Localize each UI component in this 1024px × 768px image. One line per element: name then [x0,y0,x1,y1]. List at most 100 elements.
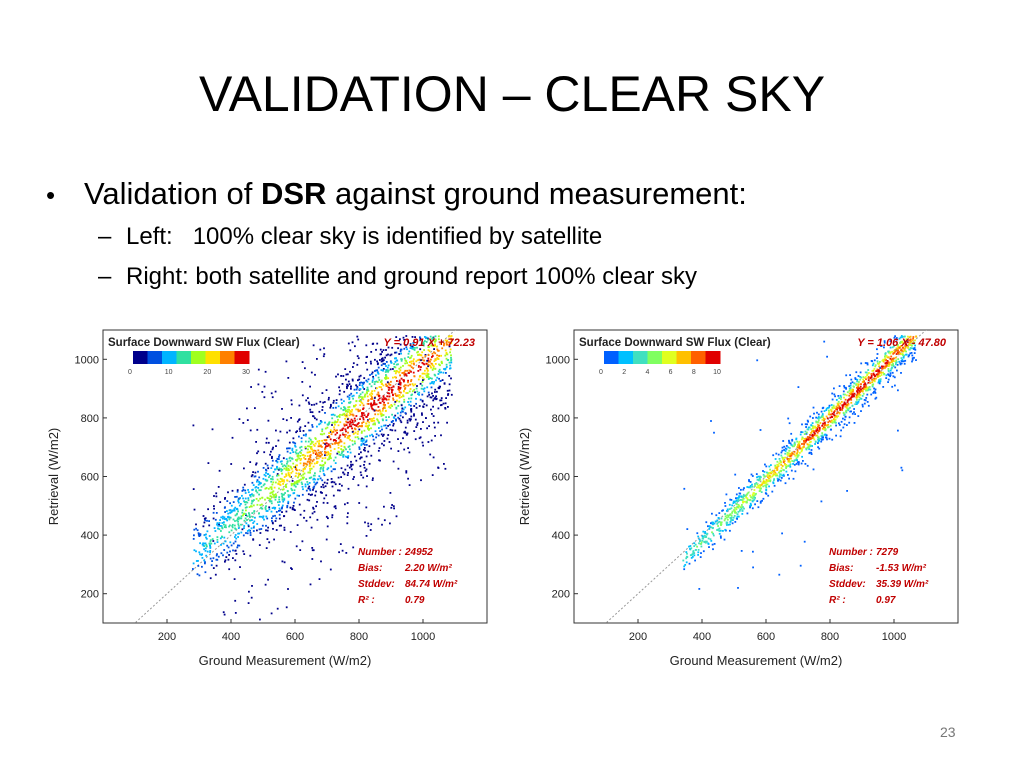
scatter-point [275,460,278,462]
scatter-point [443,342,445,345]
scatter-point [821,414,824,417]
scatter-point [387,386,390,389]
scatter-point [380,433,383,436]
scatter-point [749,502,752,505]
scatter-point [394,361,397,363]
scatter-point [390,386,393,389]
scatter-point [362,476,365,479]
scatter-point [365,485,368,488]
scatter-point [437,335,440,338]
scatter-point [410,410,413,413]
scatter-point [436,357,438,360]
scatter-point [397,450,400,452]
scatter-point [273,486,276,489]
scatter-point [380,379,383,382]
scatter-point [228,531,231,534]
scatter-point [289,494,292,497]
scatter-point [311,549,314,552]
scatter-point [377,517,380,520]
scatter-point [738,505,741,507]
scatter-point [378,409,381,412]
scatter-point [827,423,830,426]
scatter-point [380,415,383,417]
scatter-point [285,475,288,477]
scatter-point [718,512,721,514]
scatter-point [316,501,318,503]
scatter-point [288,474,291,476]
scatter-point [369,393,371,396]
scatter-point [243,519,246,522]
scatter-point [363,381,365,384]
scatter-point [807,438,810,441]
scatter-point [217,527,219,530]
scatter-point [309,450,311,453]
scatter-point [306,481,309,483]
scatter-point [322,442,325,444]
scatter-point [380,369,383,371]
scatter-point [762,479,765,482]
scatter-point [327,398,330,401]
scatter-point [366,415,368,418]
scatter-point [216,536,219,538]
scatter-point [420,359,422,362]
scatter-point [432,456,435,459]
scatter-point [333,448,336,450]
scatter-point [273,538,275,541]
scatter-point [428,393,431,396]
scatter-point [262,516,264,519]
y-tick-label: 1000 [546,354,570,366]
scatter-point [439,380,442,382]
scatter-point [757,506,760,509]
scatter-point [338,436,341,439]
scatter-point [364,449,366,452]
scatter-point [853,408,855,410]
scatter-point [729,498,732,501]
scatter-point [289,459,292,462]
scatter-point [214,530,217,532]
scatter-point [441,362,443,365]
scatter-point [359,418,361,420]
scatter-point [800,431,803,433]
scatter-point [864,376,867,378]
scatter-point [326,482,329,485]
colorbar-tick-label: 0 [128,369,132,376]
scatter-point [427,373,429,376]
chart-title: Surface Downward SW Flux (Clear) [579,337,771,349]
scatter-point [790,452,793,455]
scatter-point [315,490,317,493]
scatter-point [301,485,304,488]
scatter-point [399,414,402,417]
scatter-point [282,500,285,503]
scatter-point [351,395,354,398]
scatter-point [437,370,440,373]
scatter-point [445,342,448,344]
scatter-point [843,385,845,387]
scatter-point [911,344,913,347]
scatter-point [381,351,383,353]
scatter-point [691,553,694,555]
scatter-point [272,471,275,473]
scatter-point [382,395,385,398]
scatter-point [313,474,316,477]
scatter-point [736,513,739,516]
scatter-point [363,377,366,379]
scatter-point [322,468,324,470]
scatter-point [425,374,428,377]
scatter-point [371,343,374,345]
scatter-point [748,480,750,483]
scatter-point [342,427,345,430]
scatter-point [756,483,759,486]
scatter-point [308,471,310,474]
scatter-point [810,453,813,455]
scatter-point [355,424,358,427]
scatter-point [240,517,243,520]
scatter-point [372,477,374,480]
scatter-point [328,444,330,447]
scatter-point [278,454,281,456]
scatter-point [730,514,733,517]
scatter-point [302,473,305,476]
scatter-point [307,397,309,399]
scatter-point [434,338,437,341]
scatter-point [752,550,754,553]
scatter-point [400,442,402,445]
